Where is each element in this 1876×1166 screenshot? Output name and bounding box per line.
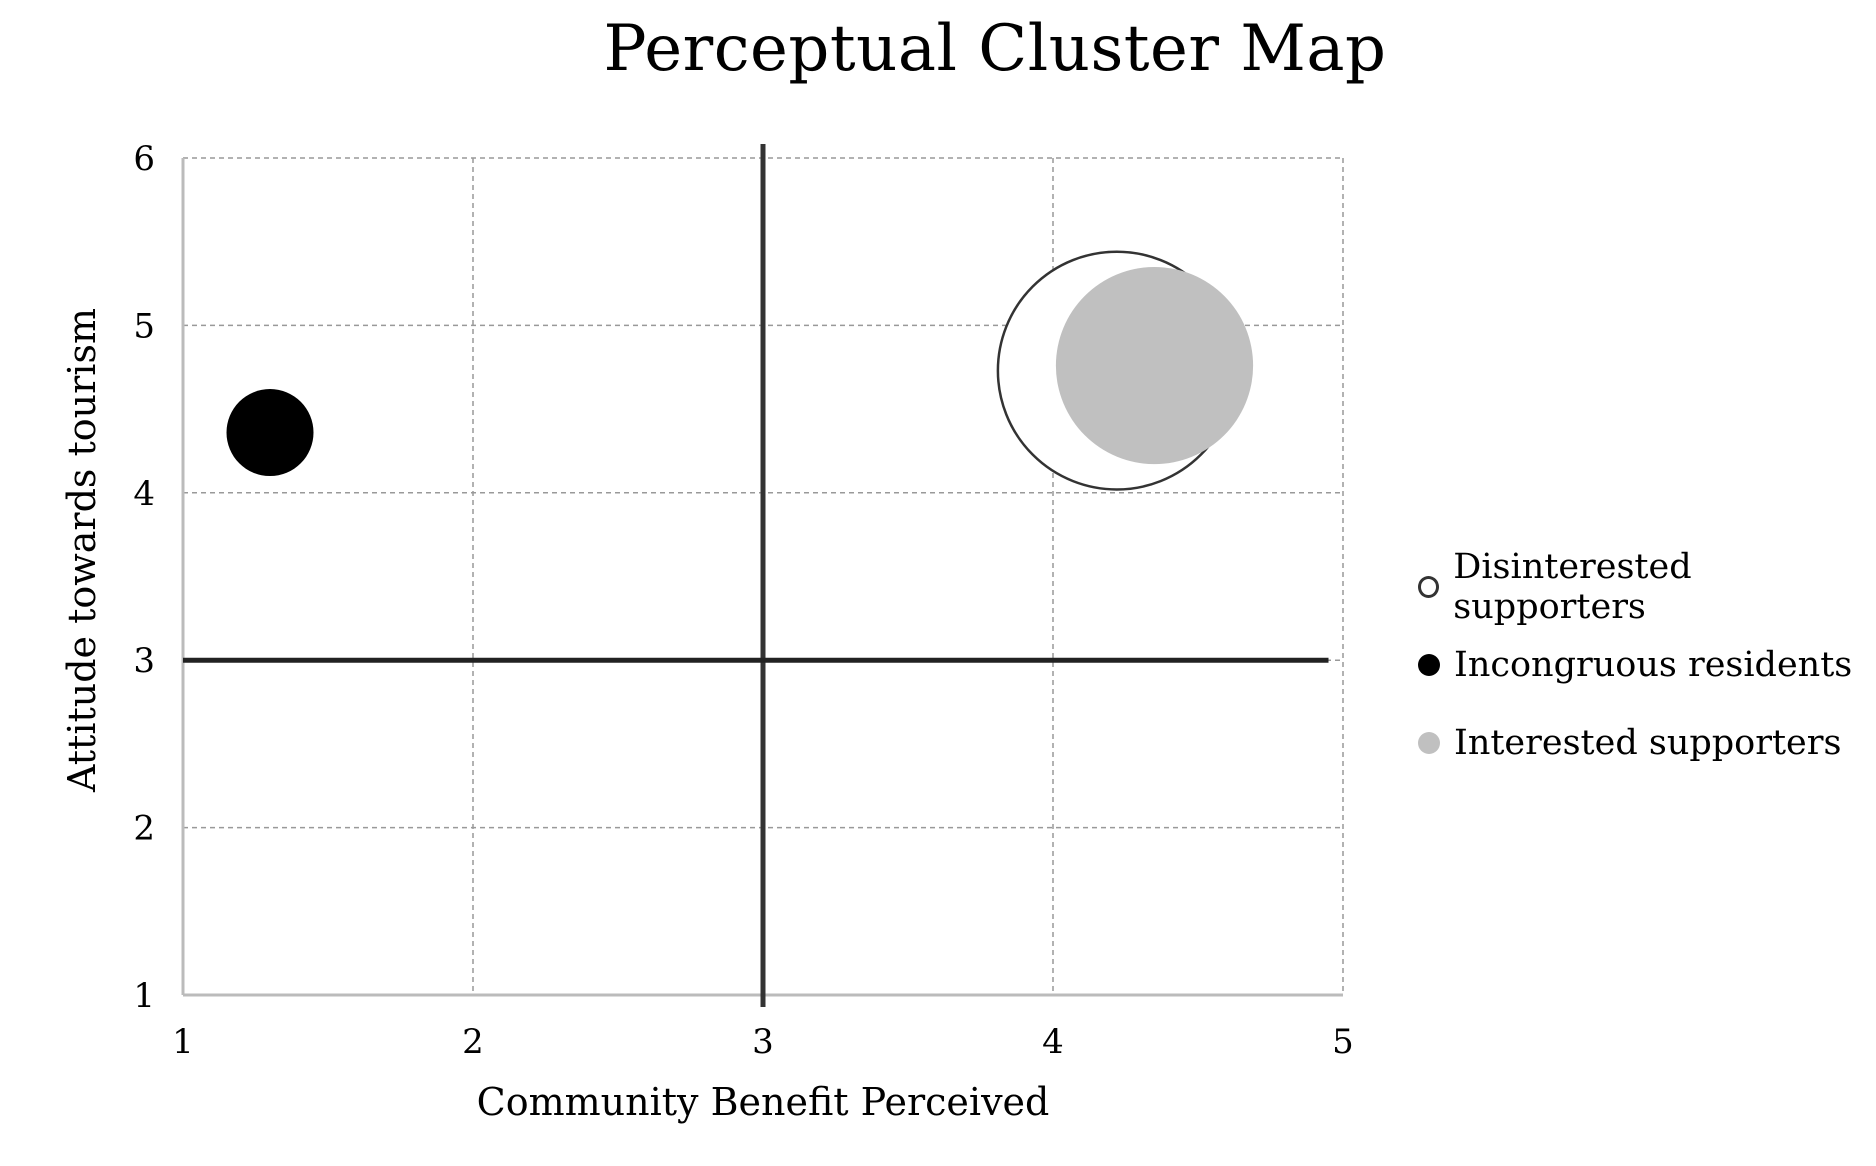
x-tick-label-4: 4 [1042,1022,1064,1062]
y-tick-label-3: 3 [133,641,155,681]
legend-item-interested-supporters: Interested supporters [1418,704,1876,782]
legend-label-interested-supporters: Interested supporters [1454,723,1842,763]
legend-swatch-incongruous-residents [1418,654,1440,676]
legend-item-incongruous-residents: Incongruous residents [1418,626,1876,704]
x-tick-label-2: 2 [462,1022,484,1062]
y-tick-label-4: 4 [133,474,155,514]
legend-item-disinterested-supporters: Disinterested supporters [1418,547,1876,627]
y-tick-label-2: 2 [133,809,155,849]
chart-title: Perceptual Cluster Map [603,12,1387,86]
x-axis-label: Community Benefit Perceived [476,1080,1050,1124]
x-tick-label-1: 1 [172,1022,194,1062]
bubble-interested-supporters [1055,266,1254,465]
legend: Disinterested supporters Incongruous res… [1418,547,1876,782]
y-tick-label-6: 6 [133,139,155,179]
bubble-incongruous-residents [226,389,314,477]
legend-swatch-interested-supporters [1418,732,1440,754]
legend-label-incongruous-residents: Incongruous residents [1454,645,1853,685]
x-tick-label-3: 3 [752,1022,774,1062]
legend-label-disinterested-supporters: Disinterested supporters [1453,547,1692,627]
y-tick-label-1: 1 [133,976,155,1016]
legend-swatch-disinterested-supporters [1418,576,1440,598]
x-tick-label-5: 5 [1332,1022,1354,1062]
y-tick-label-5: 5 [133,306,155,346]
y-axis-label: Attitude towards tourism [60,308,104,792]
